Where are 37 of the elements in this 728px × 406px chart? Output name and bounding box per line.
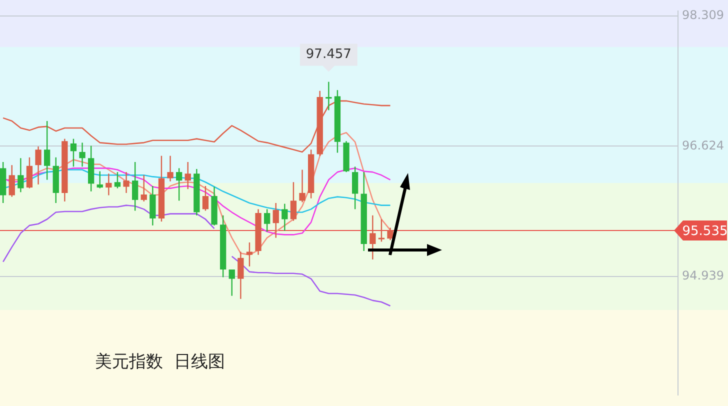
y-tick-label: 96.624: [682, 138, 724, 152]
y-tick-label: 98.309: [682, 8, 724, 22]
candlestick: [114, 171, 121, 189]
candlestick: [282, 203, 288, 232]
candlestick: [132, 161, 138, 212]
candlestick: [184, 161, 191, 190]
ref-line-label: 95.535: [682, 224, 728, 239]
candlestick: [387, 227, 394, 241]
candlestick: [326, 81, 332, 111]
candlestick: [123, 171, 130, 194]
candlestick: [26, 156, 33, 189]
candlestick: [44, 120, 50, 180]
candlestick: [79, 142, 86, 168]
candlestick: [378, 218, 385, 242]
candlestick: [150, 185, 156, 226]
candlestick: [202, 185, 209, 212]
candlestick: [96, 170, 103, 189]
candlestick: [8, 164, 15, 198]
annotation: 美元指数 日线图: [95, 351, 225, 373]
candlestick: [106, 173, 112, 196]
candlestick: [228, 268, 235, 296]
candlestick: [352, 166, 358, 210]
candlestick: [246, 242, 253, 268]
candlestick: [70, 138, 77, 168]
y-tick-label: 94.939: [682, 268, 724, 283]
candlestick: [176, 168, 182, 202]
candlestick: [238, 251, 244, 300]
candlestick: [140, 174, 147, 202]
candlestick: [370, 214, 376, 260]
candlestick: [35, 146, 42, 186]
annotation: 97.457: [306, 47, 352, 62]
candlestick: [290, 182, 297, 222]
candlestick: [272, 202, 279, 238]
candlestick: [299, 169, 306, 203]
candlestick: [264, 208, 270, 232]
candlestick: [18, 158, 24, 193]
candlestick: [167, 155, 174, 182]
